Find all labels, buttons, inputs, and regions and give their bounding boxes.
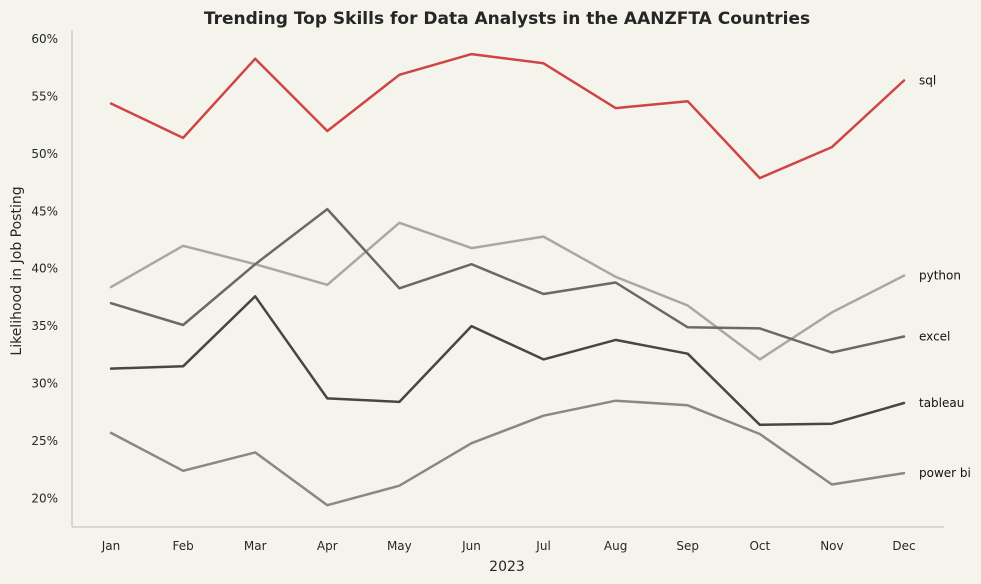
y-tick-label: 50%: [31, 147, 58, 161]
series-lines: [109, 52, 906, 507]
y-tick-label: 60%: [31, 32, 58, 46]
series-line-power-bi: [109, 399, 906, 507]
x-tick-label: Oct: [749, 539, 770, 553]
x-tick-label: Mar: [244, 539, 267, 553]
y-tick-label: 25%: [31, 434, 58, 448]
x-axis-label: 2023: [489, 559, 525, 575]
x-tick-label: Feb: [172, 539, 193, 553]
series-line-python: [109, 221, 906, 361]
x-tick-label: Aug: [604, 539, 627, 553]
series-line-tableau: [109, 295, 906, 427]
x-tick-label: Jan: [101, 539, 121, 553]
x-tick-label: Nov: [820, 539, 843, 553]
y-tick-label: 45%: [31, 204, 58, 218]
x-tick-label: Dec: [892, 539, 915, 553]
series-label-tableau: tableau: [919, 396, 964, 410]
y-tick-label: 20%: [31, 491, 58, 505]
series-line-sql: [109, 52, 906, 180]
series-label-excel: excel: [919, 329, 950, 343]
x-tick-label: Jun: [461, 539, 481, 553]
y-axis-label: Likelihood in Job Posting: [9, 186, 25, 355]
chart-title: Trending Top Skills for Data Analysts in…: [204, 9, 810, 29]
x-tick-label: Sep: [676, 539, 699, 553]
y-tick-label: 55%: [31, 90, 58, 104]
series-label-sql: sql: [919, 74, 936, 88]
series-label-python: python: [919, 269, 961, 283]
y-tick-label: 40%: [31, 262, 58, 276]
series-label-power-bi: power bi: [919, 466, 971, 480]
series-line-excel: [109, 207, 906, 354]
y-tick-label: 35%: [31, 319, 58, 333]
y-axis: 20% 25% 30% 35% 40% 45% 50% 55% 60%: [31, 30, 73, 527]
x-tick-label: Apr: [317, 539, 338, 553]
series-end-labels: sql python excel tableau power bi: [919, 74, 971, 481]
x-axis: Jan Feb Mar Apr May Jun Jul Aug Sep Oct Nov Dec: [72, 526, 944, 553]
x-tick-label: May: [387, 539, 412, 553]
x-tick-label: Jul: [535, 539, 550, 553]
y-tick-label: 30%: [31, 377, 58, 391]
